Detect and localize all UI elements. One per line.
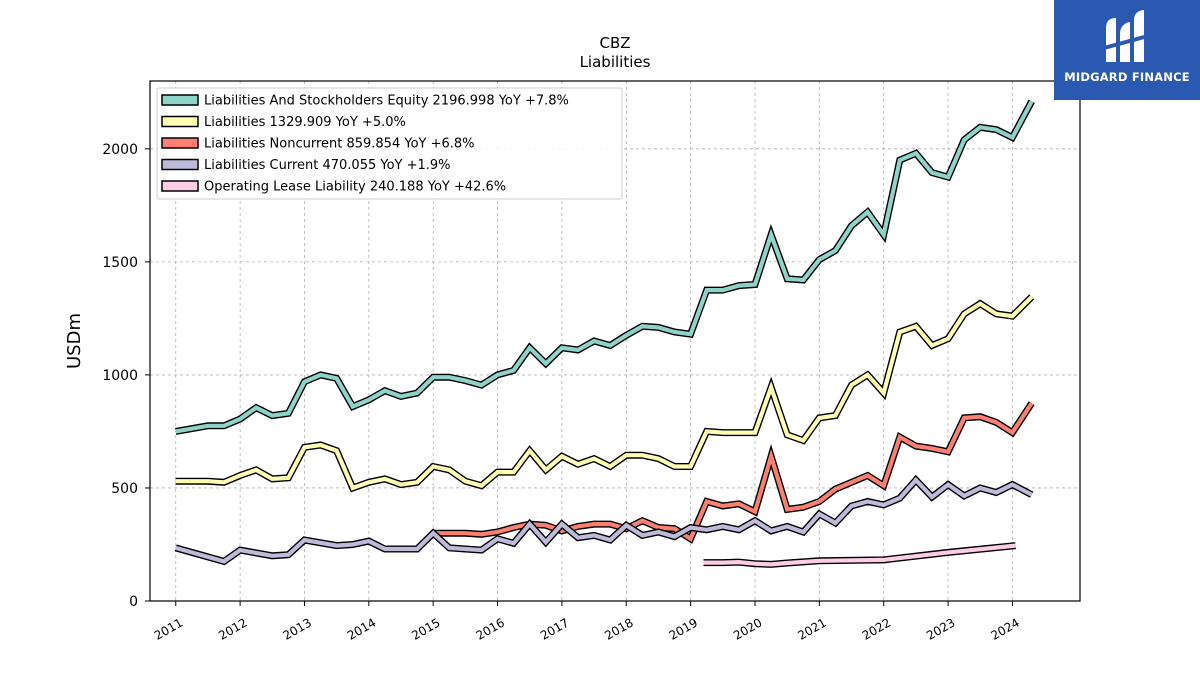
legend-label: Liabilities 1329.909 YoY +5.0% [204, 115, 406, 130]
x-tick-label: 2022 [860, 615, 893, 642]
x-tick-label: 2014 [345, 615, 378, 642]
y-tick-label: 2000 [102, 142, 138, 158]
x-tick-label: 2018 [602, 615, 635, 642]
y-tick-label: 500 [111, 481, 138, 497]
y-tick-label: 1000 [102, 368, 138, 384]
series-3 [433, 401, 1035, 544]
legend-swatch [161, 115, 199, 128]
x-tick-label: 2020 [731, 615, 764, 642]
legend-label: Operating Lease Liability 240.188 YoY +4… [204, 180, 506, 195]
x-tick-label: 2023 [924, 615, 957, 642]
series-line [175, 100, 1034, 434]
x-tick-label: 2013 [281, 615, 314, 642]
legend: Liabilities And Stockholders Equity 2196… [156, 87, 623, 200]
legend-box [156, 87, 623, 200]
x-axis: 2011 2012 2013 2014 2015 2016 2017 2018 2019 2020… [152, 601, 1022, 643]
x-tick-label: 2012 [216, 615, 249, 642]
y-axis-label: USDm [64, 313, 85, 369]
series-line [175, 476, 1033, 564]
x-tick-label: 2017 [538, 615, 571, 642]
series-line [703, 543, 1016, 567]
series-4 [174, 474, 1034, 566]
legend-swatch [161, 137, 199, 149]
series-line [175, 295, 1034, 491]
series-2 [175, 294, 1035, 493]
series-layer [174, 99, 1035, 568]
series-5 [703, 542, 1016, 568]
series-1 [175, 99, 1035, 435]
midgard-logo-icon [1103, 10, 1149, 62]
legend-swatch [161, 94, 199, 106]
y-axis: 0 500 1000 1500 2000 [102, 142, 150, 610]
brand-logo: MIDGARD FINANCE [1054, 0, 1200, 100]
y-tick-label: 1500 [102, 255, 138, 271]
y-tick-label: 0 [129, 594, 138, 610]
x-tick-label: 2019 [667, 615, 700, 642]
plot-frame [149, 80, 1081, 602]
legend-label: Liabilities Current 470.055 YoY +1.9% [204, 158, 451, 173]
x-tick-label: 2021 [795, 615, 828, 642]
x-tick-label: 2024 [988, 615, 1021, 642]
chart-title: CBZ [599, 34, 630, 52]
legend-swatch [161, 158, 199, 171]
legend-label: Liabilities Noncurrent 859.854 YoY +6.8% [204, 137, 475, 152]
x-tick-label: 2011 [152, 615, 185, 642]
x-tick-label: 2016 [474, 615, 507, 642]
series-outline [433, 401, 1035, 544]
brand-name: MIDGARD FINANCE [1064, 70, 1190, 84]
series-line [433, 402, 1034, 542]
legend-swatch [161, 180, 199, 192]
legend-label: Liabilities And Stockholders Equity 2196… [204, 94, 569, 109]
chart-subtitle: Liabilities [580, 53, 651, 71]
x-tick-label: 2015 [409, 615, 442, 642]
